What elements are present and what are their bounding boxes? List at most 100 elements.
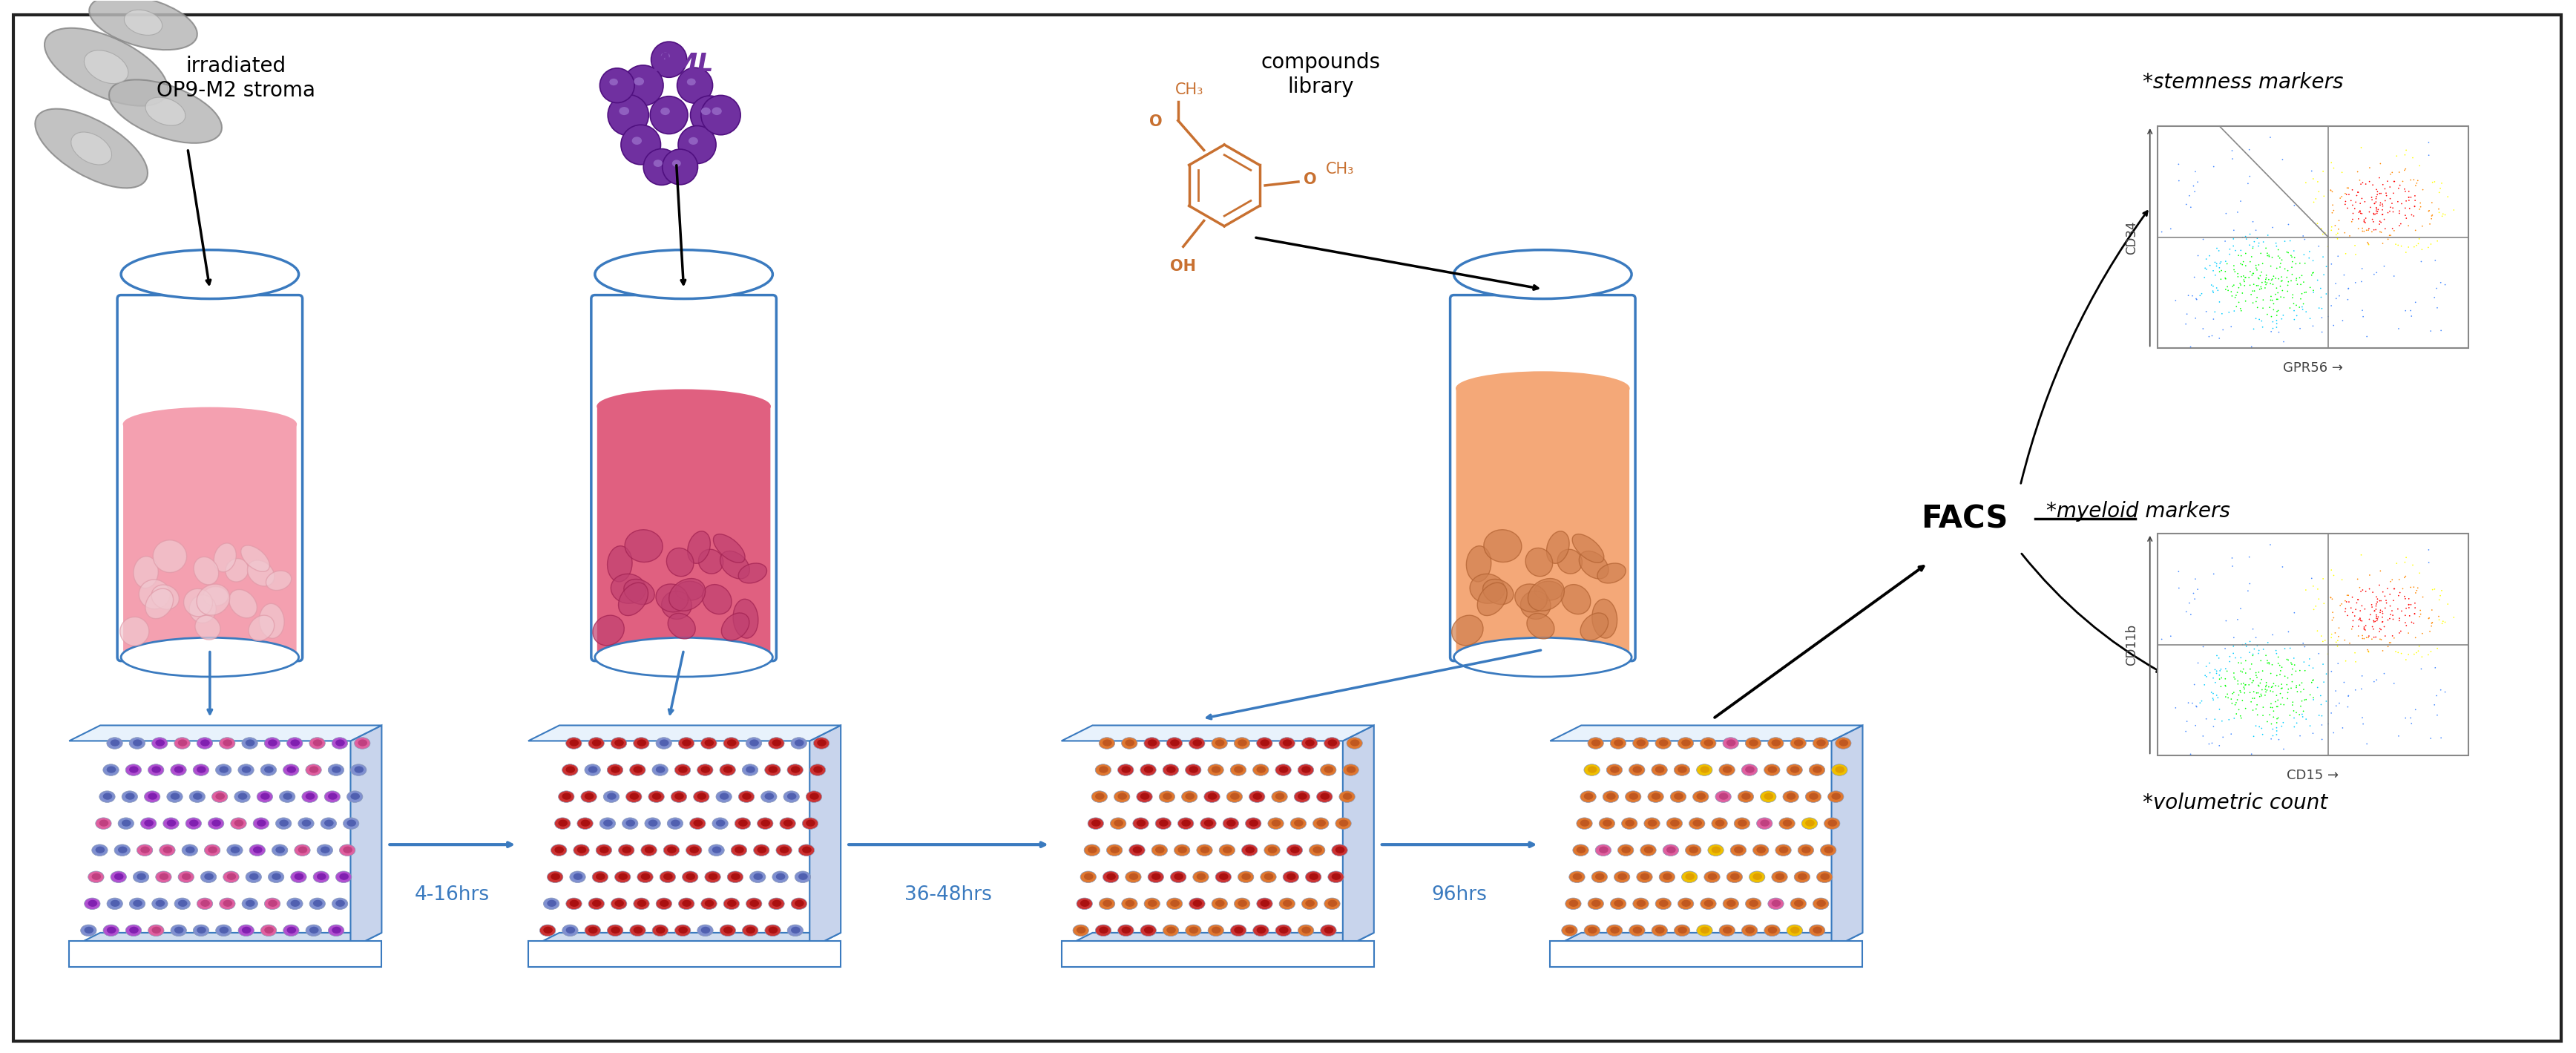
Ellipse shape (1571, 534, 1605, 562)
Point (2411, 211, 2452, 227)
Point (2197, 690, 2239, 707)
Ellipse shape (1293, 791, 1311, 802)
Point (2280, 270, 2321, 286)
Ellipse shape (659, 871, 675, 882)
Point (2316, 217, 2357, 234)
Point (2226, 676, 2267, 693)
Point (2282, 681, 2324, 698)
Ellipse shape (178, 739, 188, 747)
Point (2300, 220, 2342, 237)
Ellipse shape (690, 847, 698, 853)
Point (2233, 238, 2275, 255)
Ellipse shape (659, 107, 670, 115)
Ellipse shape (644, 847, 654, 853)
Point (2375, 643, 2416, 660)
Ellipse shape (335, 739, 345, 747)
Point (2388, 591, 2429, 608)
Point (2365, 184, 2406, 201)
Point (2421, 207, 2463, 224)
Ellipse shape (1814, 767, 1821, 773)
Point (2370, 227, 2411, 244)
Point (2421, 205, 2463, 222)
Point (2360, 214, 2401, 231)
Point (2403, 589, 2445, 605)
Point (2172, 287, 2213, 304)
Point (2391, 302, 2432, 319)
Point (2218, 294, 2259, 311)
Ellipse shape (1569, 900, 1579, 907)
Point (2208, 255, 2249, 272)
Point (2221, 683, 2262, 700)
Ellipse shape (1144, 927, 1154, 934)
Ellipse shape (603, 819, 613, 827)
Point (2360, 631, 2401, 648)
Point (2192, 262, 2233, 279)
Ellipse shape (734, 818, 750, 829)
Point (2236, 277, 2277, 294)
Ellipse shape (214, 543, 237, 572)
Ellipse shape (765, 925, 781, 936)
Point (2272, 697, 2313, 714)
Point (2411, 322, 2452, 339)
Point (2414, 252, 2455, 269)
Point (2246, 226, 2287, 243)
Point (2251, 309, 2293, 325)
Point (2269, 640, 2311, 657)
Ellipse shape (216, 764, 232, 776)
Ellipse shape (600, 847, 608, 853)
Point (2272, 295, 2313, 312)
Point (2331, 211, 2372, 227)
Point (2182, 320, 2223, 337)
Ellipse shape (1682, 739, 1690, 747)
Point (2316, 638, 2357, 655)
Point (2195, 266, 2236, 283)
Point (2367, 173, 2409, 190)
Point (2357, 203, 2398, 220)
Ellipse shape (1252, 793, 1262, 800)
Point (2287, 250, 2329, 266)
Ellipse shape (1128, 845, 1144, 856)
Point (2257, 303, 2298, 320)
Point (2331, 205, 2372, 222)
Point (2233, 673, 2275, 690)
Point (2208, 662, 2249, 679)
Point (2262, 718, 2303, 735)
Ellipse shape (1613, 739, 1623, 747)
Ellipse shape (775, 873, 786, 880)
Point (2352, 205, 2393, 222)
Point (2249, 682, 2290, 699)
Point (2393, 207, 2434, 224)
Point (2251, 323, 2293, 340)
Ellipse shape (1584, 925, 1600, 936)
Ellipse shape (219, 927, 229, 934)
Ellipse shape (193, 764, 209, 776)
Ellipse shape (196, 898, 214, 910)
Ellipse shape (1610, 898, 1625, 910)
Point (2339, 610, 2380, 627)
Ellipse shape (118, 818, 134, 829)
Point (2306, 665, 2347, 682)
Ellipse shape (1592, 900, 1600, 907)
Point (2336, 184, 2378, 201)
Point (2257, 238, 2298, 255)
Ellipse shape (291, 739, 299, 747)
Point (2192, 284, 2233, 301)
Point (2244, 234, 2285, 251)
Point (2241, 686, 2282, 702)
Ellipse shape (1084, 845, 1100, 856)
Point (2318, 695, 2360, 712)
Point (2267, 652, 2308, 669)
Point (2205, 640, 2246, 657)
Point (2218, 701, 2259, 718)
Point (2251, 699, 2293, 716)
Ellipse shape (1731, 845, 1747, 856)
Ellipse shape (670, 791, 688, 802)
Ellipse shape (1561, 925, 1577, 936)
Ellipse shape (1347, 767, 1355, 773)
Ellipse shape (1301, 898, 1316, 910)
Ellipse shape (1752, 873, 1762, 880)
Point (2264, 740, 2306, 757)
Ellipse shape (665, 873, 672, 880)
Point (2367, 231, 2409, 247)
Ellipse shape (623, 579, 654, 604)
